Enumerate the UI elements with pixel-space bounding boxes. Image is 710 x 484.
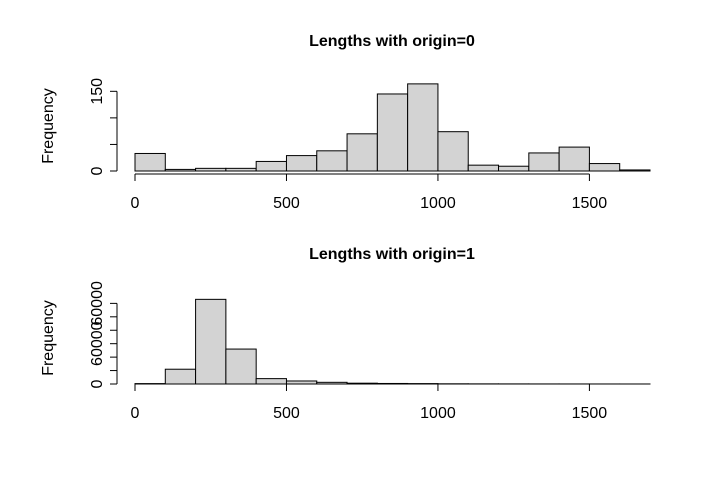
histogram-bar [225, 167, 257, 172]
x-tick-label: 1000 [420, 195, 456, 212]
histogram-bar [558, 146, 590, 172]
y-tick-label: 150 [89, 78, 106, 105]
histogram-bar [134, 152, 166, 172]
x-tick-label: 1000 [420, 405, 456, 422]
y-tick-label: 60000 [89, 281, 106, 326]
histogram-bar [195, 167, 227, 172]
histogram-bar [164, 368, 197, 385]
y-tick-label: 0 [89, 379, 106, 388]
bars [134, 83, 651, 172]
x-tick-label: 0 [131, 195, 140, 212]
histogram-bar [225, 348, 257, 385]
histogram-bar [467, 164, 500, 172]
histogram-panel-origin-1: Lengths with origin=1 Frequency 0 500 1000… [40, 246, 651, 422]
x-tick-label: 1500 [572, 195, 608, 212]
y-tick-label: 60000 [89, 321, 106, 366]
histogram-bar [376, 93, 409, 172]
histogram-bar [528, 152, 560, 172]
x-tick-label: 0 [131, 405, 140, 422]
histogram-bar [285, 155, 318, 172]
histogram-bar [316, 150, 348, 172]
histogram-bar [437, 131, 469, 172]
histogram-bar [346, 133, 378, 172]
x-axis: 0 500 1000 1500 [131, 383, 608, 422]
histogram-bar [164, 168, 197, 172]
y-axis-label: Frequency [40, 300, 57, 376]
histogram-bar [588, 163, 621, 172]
y-axis-label: Frequency [40, 88, 57, 164]
chart-title: Lengths with origin=0 [309, 33, 475, 50]
x-axis: 0 500 1000 1500 [131, 173, 608, 212]
bars [134, 298, 651, 385]
histogram-panel-origin-0: Lengths with origin=0 Frequency 0 500 1000… [40, 33, 651, 212]
chart-title: Lengths with origin=1 [309, 246, 475, 263]
histogram-bar [407, 83, 439, 172]
y-axis: 0 150 [89, 78, 118, 175]
histogram-bar [255, 160, 287, 172]
x-tick-label: 500 [273, 195, 300, 212]
x-tick-label: 1500 [572, 405, 608, 422]
x-tick-label: 500 [273, 405, 300, 422]
y-tick-label: 0 [89, 166, 106, 175]
histogram-bar [195, 298, 227, 385]
histogram-bar [255, 378, 287, 385]
histogram-bar [498, 165, 530, 172]
histogram-bar [619, 169, 651, 172]
